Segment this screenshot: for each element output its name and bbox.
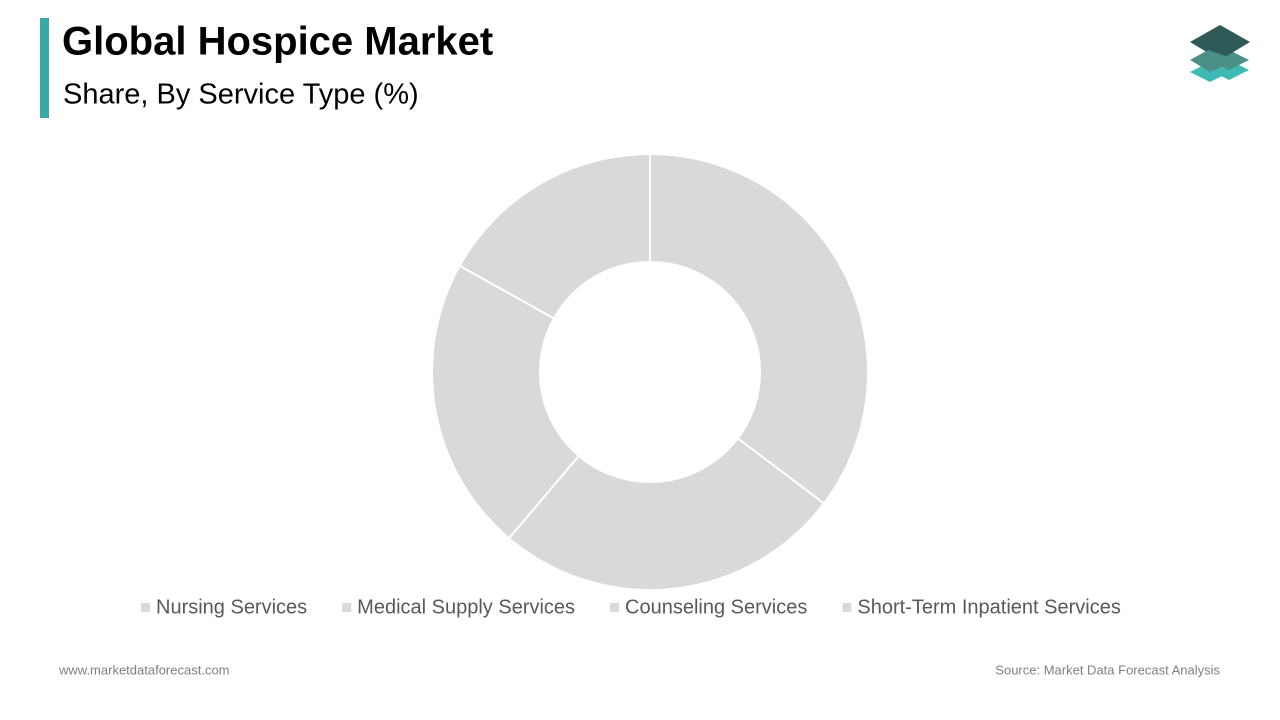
legend-marker: [141, 603, 150, 612]
legend-label: Nursing Services: [156, 596, 307, 618]
donut-segment: [458, 152, 651, 320]
title-accent: [40, 18, 49, 118]
website: www.marketdataforecast.com: [58, 662, 230, 677]
legend-marker: [842, 603, 852, 612]
donut-segment: [649, 152, 869, 505]
chart-subtitle: Share, By Service Type (%): [63, 79, 419, 111]
logo: [1190, 25, 1250, 82]
source: Source: Market Data Forecast Analysis: [995, 662, 1220, 677]
chart-title: Global Hospice Market: [62, 20, 493, 64]
legend-label: Short-Term Inpatient Services: [857, 596, 1120, 618]
legend-label: Medical Supply Services: [357, 596, 575, 618]
legend-label: Counseling Services: [625, 596, 807, 618]
donut-segment: [431, 264, 581, 540]
legend-marker: [342, 603, 352, 612]
donut-segment: [507, 436, 826, 591]
legend-marker: [610, 603, 620, 612]
